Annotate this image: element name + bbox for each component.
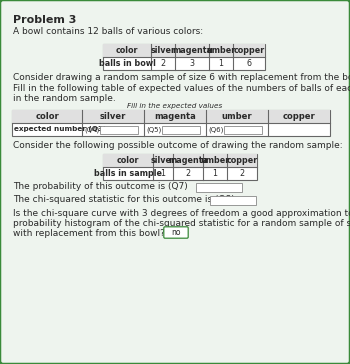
Text: The chi-squared statistic for this outcome is (Q8): The chi-squared statistic for this outco… <box>13 195 235 204</box>
Bar <box>103 44 265 70</box>
Text: Is the chi-square curve with 3 degrees of freedom a good approximation to the: Is the chi-square curve with 3 degrees o… <box>13 209 350 218</box>
Text: silver: silver <box>150 156 175 165</box>
Text: no: no <box>171 228 181 237</box>
Bar <box>210 195 256 205</box>
Bar <box>103 44 265 57</box>
Text: probability histogram of the chi-squared statistic for a random sample of size 6: probability histogram of the chi-squared… <box>13 219 350 228</box>
Text: silver: silver <box>100 112 126 121</box>
Text: copper: copper <box>226 156 258 165</box>
Bar <box>100 126 138 134</box>
Text: magenta: magenta <box>168 156 208 165</box>
Text: copper: copper <box>233 46 265 55</box>
Text: umber: umber <box>206 46 236 55</box>
Bar <box>12 110 330 123</box>
Bar <box>224 126 262 134</box>
Text: magenta: magenta <box>154 112 196 121</box>
Text: color: color <box>35 112 59 121</box>
Text: A bowl contains 12 balls of various colors:: A bowl contains 12 balls of various colo… <box>13 27 203 36</box>
Text: magenta: magenta <box>172 46 212 55</box>
Text: expected number (Q3): expected number (Q3) <box>14 127 106 132</box>
Bar <box>103 154 257 180</box>
Text: balls in bowl: balls in bowl <box>99 59 155 68</box>
Text: 6: 6 <box>246 59 252 68</box>
Text: umber: umber <box>200 156 230 165</box>
Text: with replacement from this bowl? (Q9): with replacement from this bowl? (Q9) <box>13 229 188 238</box>
Text: The probability of this outcome is (Q7): The probability of this outcome is (Q7) <box>13 182 188 191</box>
Text: Consider drawing a random sample of size 6 with replacement from the bowl.: Consider drawing a random sample of size… <box>13 73 350 82</box>
Text: 1: 1 <box>212 169 217 178</box>
Text: Problem 3: Problem 3 <box>13 15 76 25</box>
Text: Consider the following possible outcome of drawing the random sample:: Consider the following possible outcome … <box>13 141 343 150</box>
Text: in the random sample.: in the random sample. <box>13 94 116 103</box>
Text: 2: 2 <box>160 59 166 68</box>
Text: umber: umber <box>222 112 252 121</box>
Text: color: color <box>116 46 138 55</box>
Text: 3: 3 <box>189 59 195 68</box>
Text: copper: copper <box>283 112 315 121</box>
Text: silver: silver <box>150 46 175 55</box>
Text: (Q5): (Q5) <box>146 126 161 133</box>
Text: (Q4): (Q4) <box>84 126 99 133</box>
Text: 2: 2 <box>239 169 245 178</box>
Text: Fill in the following table of expected values of the numbers of balls of each c: Fill in the following table of expected … <box>13 84 350 93</box>
Text: balls in sample: balls in sample <box>94 169 162 178</box>
Text: color: color <box>117 156 139 165</box>
Text: 2: 2 <box>186 169 190 178</box>
Text: Fill in the expected values: Fill in the expected values <box>127 103 223 109</box>
Text: 1: 1 <box>218 59 224 68</box>
Text: 1: 1 <box>161 169 166 178</box>
FancyBboxPatch shape <box>164 227 188 238</box>
Bar <box>12 110 330 136</box>
Text: (Q6): (Q6) <box>208 126 223 133</box>
Bar <box>162 126 200 134</box>
Bar <box>103 154 257 167</box>
Bar <box>196 182 242 191</box>
